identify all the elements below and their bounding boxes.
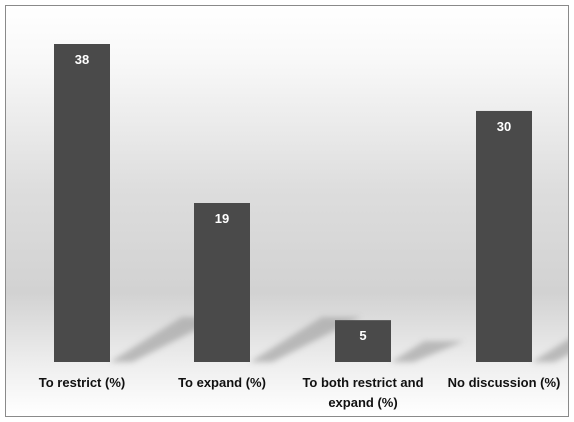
bar-shadow: [391, 341, 464, 362]
category-label: To restrict (%): [39, 375, 125, 390]
data-label: 19: [215, 211, 229, 226]
bar-shadow: [250, 317, 362, 362]
category-labels: To restrict (%) To expand (%) To both rest…: [39, 375, 561, 410]
bar-shadow: [110, 317, 222, 362]
category-label: expand (%): [328, 395, 397, 410]
bar: [194, 203, 250, 362]
data-label: 30: [497, 119, 511, 134]
category-label: No discussion (%): [448, 375, 561, 390]
category-label: To expand (%): [178, 375, 266, 390]
bar-chart: 38 19 5 30 To restrict (%) To expand (%) To b…: [39, 44, 568, 410]
bar: [335, 320, 391, 362]
data-label: 38: [75, 52, 89, 67]
chart-frame: 38 19 5 30 To restrict (%) To expand (%) To b…: [5, 5, 569, 417]
bar-shadows: [110, 317, 568, 362]
bar: [476, 110, 532, 363]
data-labels: 38 19 5 30: [75, 52, 511, 343]
bars: [54, 44, 532, 363]
bar: [54, 44, 110, 362]
data-label: 5: [359, 328, 366, 343]
bar-shadow: [532, 339, 568, 362]
category-label: To both restrict and: [302, 375, 423, 390]
